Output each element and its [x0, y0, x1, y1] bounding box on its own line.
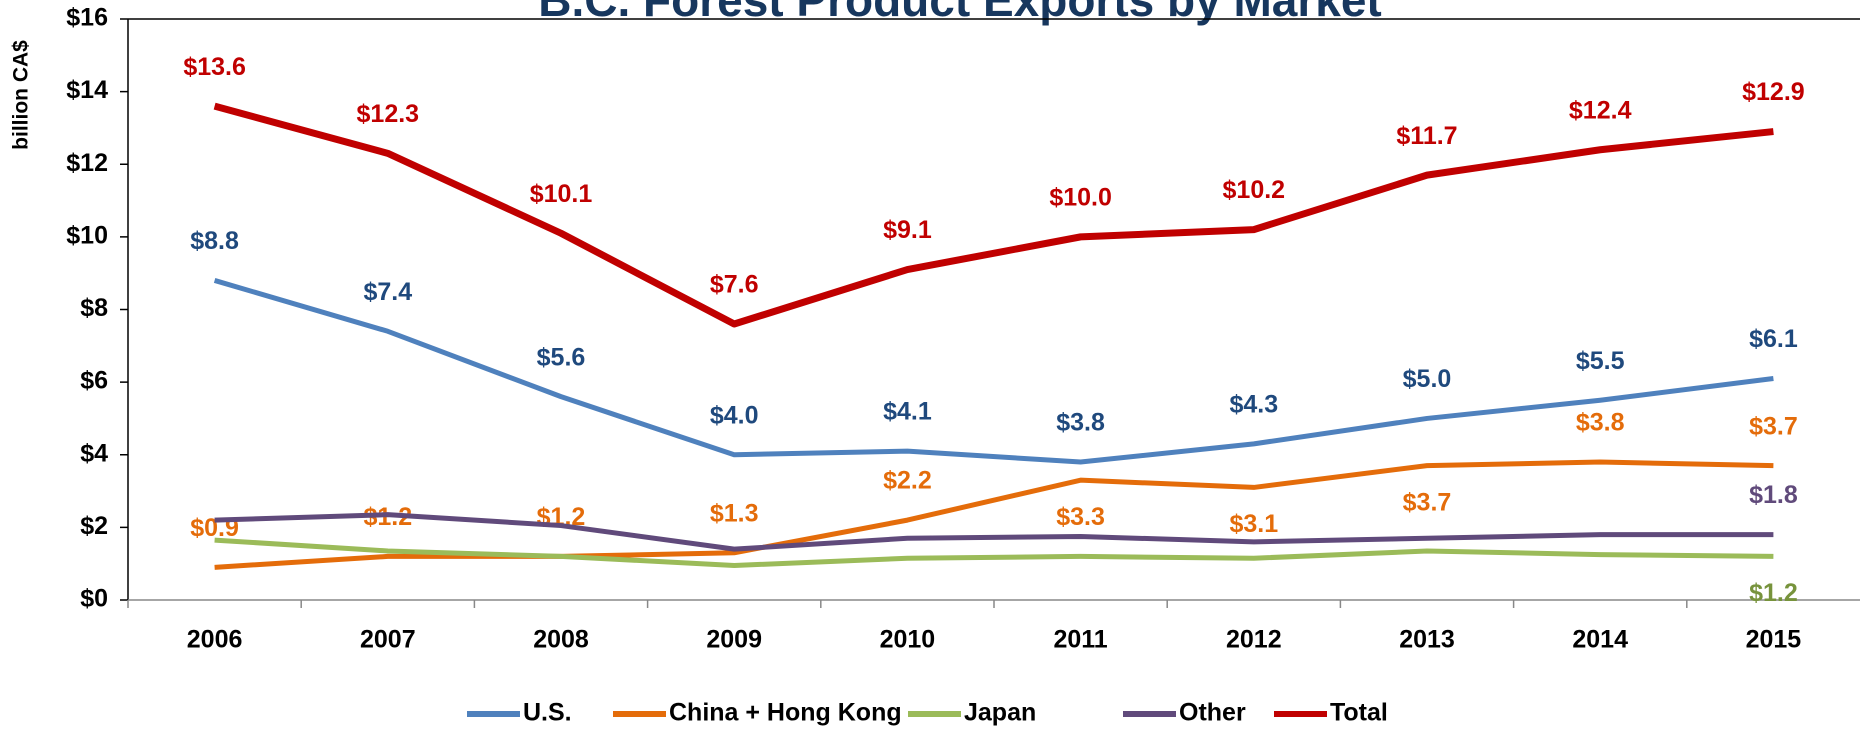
data-label: $2.2	[883, 467, 932, 495]
y-tick-label: $4	[80, 439, 108, 467]
data-label: $12.3	[357, 100, 420, 128]
legend-label: China + Hong Kong	[669, 699, 902, 727]
data-label: $4.3	[1229, 390, 1278, 418]
x-tick-label: 2013	[1399, 626, 1455, 654]
y-tick-label: $14	[66, 76, 108, 104]
y-tick-label: $16	[66, 4, 108, 32]
data-label: $1.3	[710, 499, 759, 527]
data-label: $13.6	[183, 53, 246, 81]
x-tick-label: 2014	[1572, 626, 1628, 654]
legend-label: U.S.	[523, 699, 572, 727]
data-label: $3.8	[1576, 409, 1625, 437]
y-tick-label: $12	[66, 149, 108, 177]
data-label: $5.6	[537, 343, 586, 371]
data-label: $10.2	[1223, 176, 1286, 204]
x-tick-label: 2015	[1746, 626, 1802, 654]
series-line	[214, 459, 1774, 570]
data-label: $1.8	[1749, 481, 1798, 509]
data-label: $4.0	[710, 401, 759, 429]
data-label: $5.0	[1403, 365, 1452, 393]
series-line	[213, 102, 1774, 328]
x-tick-label: 2010	[880, 626, 936, 654]
legend-label: Other	[1179, 699, 1246, 727]
chart-title: B.C. Forest Product Exports by Market	[538, 0, 1382, 26]
x-tick-label: 2006	[187, 626, 243, 654]
data-label: $10.1	[530, 180, 593, 208]
data-label: $12.9	[1742, 78, 1805, 106]
data-label: $3.8	[1056, 409, 1105, 437]
x-tick-label: 2007	[360, 626, 416, 654]
data-label: $6.1	[1749, 325, 1798, 353]
data-label: $3.3	[1056, 503, 1105, 531]
data-label: $12.4	[1569, 96, 1632, 124]
y-axis-title: billion CA$	[10, 40, 33, 150]
y-tick-label: $8	[80, 294, 108, 322]
y-tick-label: $10	[66, 221, 108, 249]
data-label: $9.1	[883, 216, 932, 244]
x-tick-label: 2008	[533, 626, 589, 654]
y-tick-label: $2	[80, 512, 108, 540]
data-label: $5.5	[1576, 347, 1625, 375]
data-label: $10.0	[1049, 183, 1112, 211]
y-tick-label: $6	[80, 367, 108, 395]
data-label: $8.8	[190, 227, 239, 255]
data-label: $3.1	[1229, 510, 1278, 538]
x-tick-label: 2011	[1053, 626, 1107, 654]
data-label: $4.1	[883, 398, 932, 426]
data-label: $7.6	[710, 271, 759, 299]
series-line	[214, 512, 1774, 552]
series-line	[214, 537, 1774, 569]
x-tick-label: 2012	[1226, 626, 1282, 654]
data-label: $11.7	[1396, 122, 1457, 150]
data-label: $3.7	[1403, 488, 1452, 516]
x-tick-label: 2009	[706, 626, 762, 654]
series-line	[213, 278, 1774, 465]
legend-label: Japan	[964, 699, 1036, 727]
y-tick-label: $0	[80, 585, 108, 613]
data-label: $3.7	[1749, 412, 1798, 440]
data-label: $7.4	[363, 278, 412, 306]
legend-label: Total	[1330, 699, 1388, 727]
data-label: $1.2	[1749, 579, 1798, 607]
